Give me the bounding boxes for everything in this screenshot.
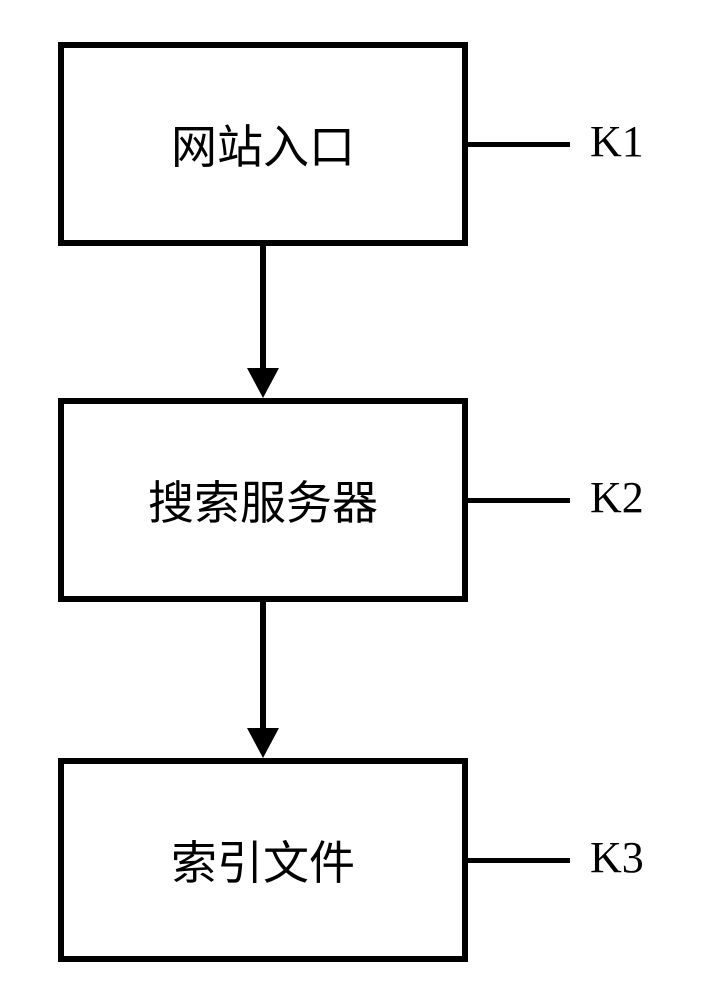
connector-k2 [468, 498, 570, 503]
node-k3-label: 索引文件 [171, 827, 355, 893]
connector-k3 [468, 858, 570, 863]
ext-label-k1: K1 [590, 116, 644, 167]
node-k2: 搜索服务器 [58, 398, 468, 602]
connector-k1 [468, 142, 570, 147]
node-k3: 索引文件 [58, 758, 468, 962]
node-k1-label: 网站入口 [171, 111, 355, 177]
node-k1: 网站入口 [58, 42, 468, 246]
edge-k1-k2-arrowhead-icon [247, 368, 279, 398]
edge-k2-k3-arrowhead-icon [247, 728, 279, 758]
edge-k1-k2-line [260, 246, 266, 368]
edge-k2-k3-line [260, 602, 266, 728]
diagram-canvas: 网站入口 K1 搜索服务器 K2 索引文件 K3 [0, 0, 703, 1000]
ext-label-k2: K2 [590, 472, 644, 523]
node-k2-label: 搜索服务器 [148, 467, 378, 533]
ext-label-k3: K3 [590, 832, 644, 883]
